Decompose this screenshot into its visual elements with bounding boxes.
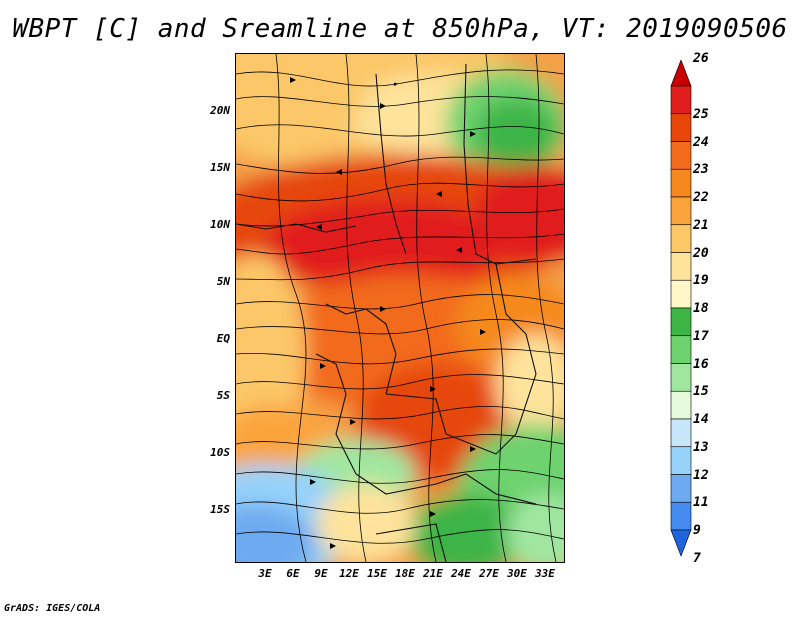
colorbar-segment [670,418,692,448]
colorbar-segment [670,279,692,309]
lon-label-15e: 15E [367,567,387,580]
colorbar-segment [670,224,692,253]
colorbar-segment [670,390,692,420]
wbpt-shading [236,54,564,562]
lat-label-eq: EQ [216,332,230,345]
colorbar-segment [670,335,692,364]
lon-label-9e: 9E [314,567,328,580]
stream-arrows [290,77,486,549]
colorbar-segment [670,474,692,503]
colorbar-tick-label: 21 [693,217,709,233]
map-title: WBPT [C] and Sreamline at 850hPa, VT: 20… [12,14,788,44]
colorbar-segment [670,252,692,281]
colorbar-tick-label: 20 [693,245,709,261]
colorbar-tick-label: 18 [693,301,709,316]
streamlines [236,54,564,562]
lon-label-33e: 33E [535,567,555,580]
lat-label-5n: 5N [216,275,230,288]
colorbar-segment [670,363,692,392]
lat-label-15s: 15S [210,503,230,516]
colorbar-segment [670,446,692,475]
country-borders [236,63,537,562]
colorbar-segment [670,60,692,87]
colorbar-tick-label: 25 [693,106,709,122]
colorbar-tick-label: 17 [693,328,709,344]
colorbar-tick-label: 24 [693,134,709,150]
lon-label-6e: 6E [286,567,300,580]
lat-label-10n: 10N [210,218,230,231]
colorbar-segment [670,529,692,557]
colorbar-segment [670,501,692,531]
colorbar-segment [670,85,692,115]
colorbar-tick-label: 15 [693,384,709,400]
colorbar-tick-label: 12 [693,467,709,483]
colorbar-tick-label: 7 [693,550,701,566]
colorbar-tick-label: 13 [693,439,709,455]
colorbar-segment [670,168,692,198]
colorbar-segment [670,141,692,170]
wbpt-streamline-map [235,53,565,563]
colorbar-tick-label: 9 [693,523,701,538]
lon-label-30e: 30E [507,567,527,580]
colorbar-segment [670,196,692,226]
colorbar-segment [670,307,692,337]
colorbar-tick-label: 22 [693,190,709,205]
lat-label-20n: 20N [210,104,230,117]
lon-label-12e: 12E [339,567,359,580]
lon-label-27e: 27E [479,567,499,580]
colorbar-tick-label: 19 [693,273,709,289]
footer-credit: GrADS: IGES/COLA [4,603,101,614]
lat-label-5s: 5S [216,389,230,402]
lat-label-15n: 15N [210,161,230,174]
colorbar-tick-label: 26 [693,51,709,67]
lon-label-21e: 21E [423,567,443,580]
lon-label-3e: 3E [258,567,272,580]
colorbar-tick-label: 11 [693,495,709,511]
lon-label-24e: 24E [451,567,471,580]
colorbar-tick-label: 14 [693,412,709,427]
colorbar [670,60,692,557]
colorbar-tick-label: 16 [693,356,709,372]
colorbar-tick-label: 23 [693,162,709,178]
lon-label-18e: 18E [395,567,415,580]
lat-label-10s: 10S [210,446,230,459]
colorbar-segment [670,113,692,142]
